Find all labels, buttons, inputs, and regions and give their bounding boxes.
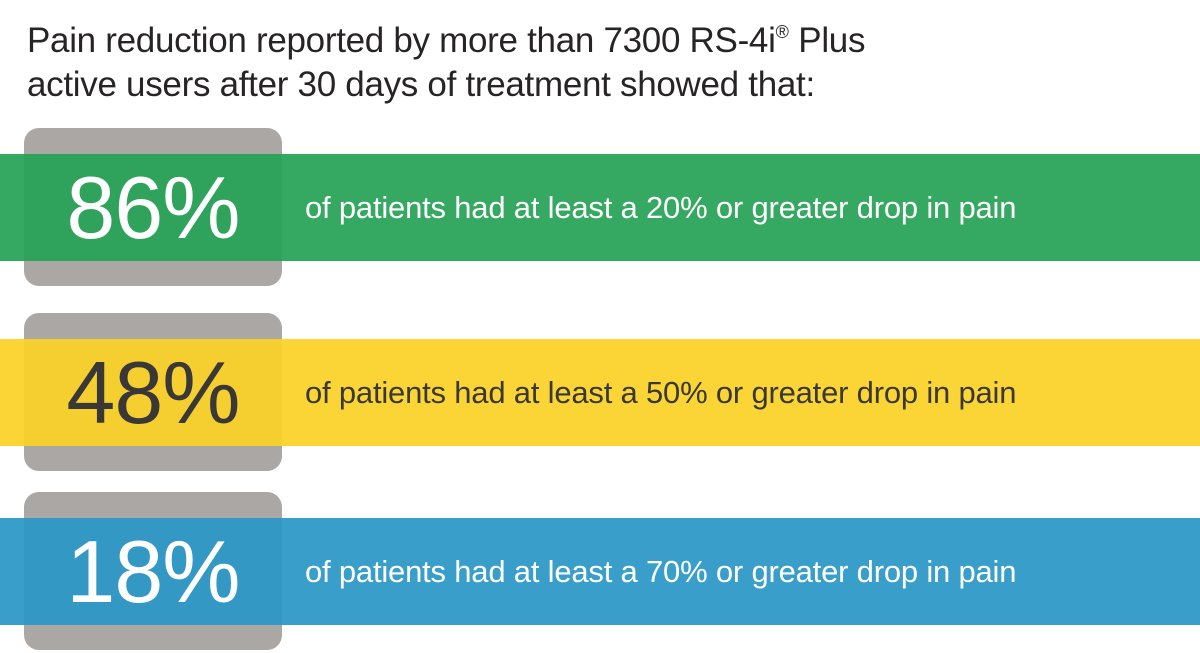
stat-bar: 18% of patients had at least a 70% or gr… — [0, 518, 1200, 625]
stat-row-20pct-drop: 86% of patients had at least a 20% or gr… — [0, 128, 1200, 286]
stat-label: of patients had at least a 70% or greate… — [305, 553, 1017, 589]
stat-bar-fill — [0, 518, 1200, 625]
registered-trademark-symbol: ® — [775, 22, 789, 42]
stat-bar: 48% of patients had at least a 50% or gr… — [0, 339, 1200, 446]
stat-row-50pct-drop: 48% of patients had at least a 50% or gr… — [0, 313, 1200, 471]
stat-value: 18% — [66, 521, 240, 621]
title-text-before-reg: Pain reduction reported by more than 730… — [27, 21, 776, 60]
stat-value: 48% — [66, 342, 240, 442]
page-title: Pain reduction reported by more than 730… — [27, 10, 865, 107]
stat-bar-content: 86% of patients had at least a 20% or gr… — [0, 154, 1200, 261]
stat-value: 86% — [66, 157, 240, 257]
stat-row-70pct-drop: 18% of patients had at least a 70% or gr… — [0, 492, 1200, 650]
stat-bar-fill — [0, 154, 1200, 261]
stat-bar: 86% of patients had at least a 20% or gr… — [0, 154, 1200, 261]
stat-label: of patients had at least a 20% or greate… — [305, 189, 1017, 225]
stat-label: of patients had at least a 50% or greate… — [305, 374, 1017, 410]
stat-bar-fill — [0, 339, 1200, 446]
stat-bar-content: 18% of patients had at least a 70% or gr… — [0, 518, 1200, 625]
title-text-after-reg: Plus active users after 30 days of treat… — [27, 21, 866, 104]
stat-bar-content: 48% of patients had at least a 50% or gr… — [0, 339, 1200, 446]
